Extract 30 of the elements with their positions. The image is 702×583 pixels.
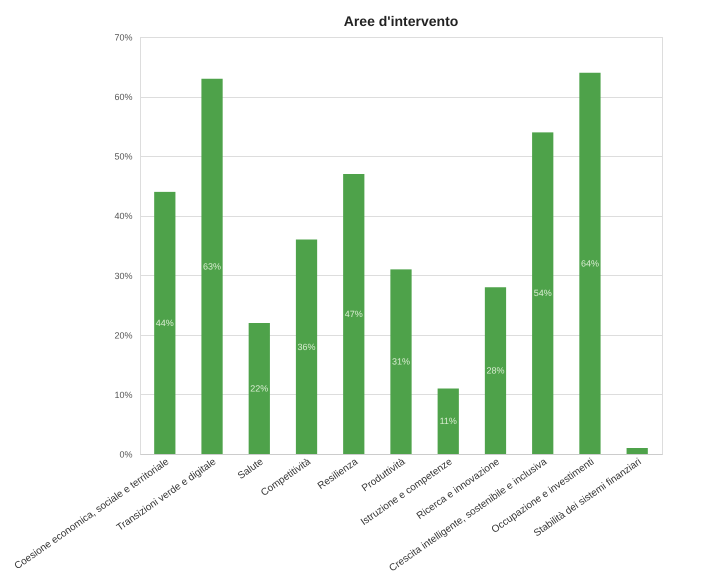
data-label: 44% bbox=[156, 318, 174, 328]
y-tick-label: 20% bbox=[114, 330, 132, 340]
data-label: 36% bbox=[298, 342, 316, 352]
bar bbox=[626, 448, 648, 454]
y-tick-label: 0% bbox=[119, 450, 132, 460]
bar bbox=[390, 269, 412, 454]
data-label: 63% bbox=[203, 261, 222, 272]
data-label: 31% bbox=[392, 356, 410, 367]
bar bbox=[484, 287, 506, 454]
data-label: 64% bbox=[580, 258, 599, 268]
y-tick-label: 10% bbox=[114, 390, 132, 400]
data-label: 11% bbox=[440, 416, 457, 426]
data-label: 47% bbox=[344, 309, 363, 320]
y-tick-label: 40% bbox=[114, 211, 132, 222]
bar bbox=[343, 174, 364, 454]
bar bbox=[438, 388, 459, 454]
bar bbox=[201, 78, 223, 454]
data-label: 22% bbox=[250, 383, 268, 394]
bar bbox=[154, 192, 176, 454]
bar bbox=[296, 240, 318, 454]
bar bbox=[248, 322, 270, 454]
bar bbox=[532, 132, 554, 454]
bar bbox=[579, 72, 601, 454]
y-tick-label: 60% bbox=[114, 92, 132, 102]
data-label: 28% bbox=[486, 366, 504, 376]
chart-title: Aree d'intervento bbox=[344, 13, 458, 29]
data-label: 54% bbox=[534, 288, 552, 298]
y-tick-label: 30% bbox=[114, 270, 132, 281]
y-tick-label: 50% bbox=[114, 152, 132, 162]
y-tick-label: 70% bbox=[114, 32, 132, 42]
